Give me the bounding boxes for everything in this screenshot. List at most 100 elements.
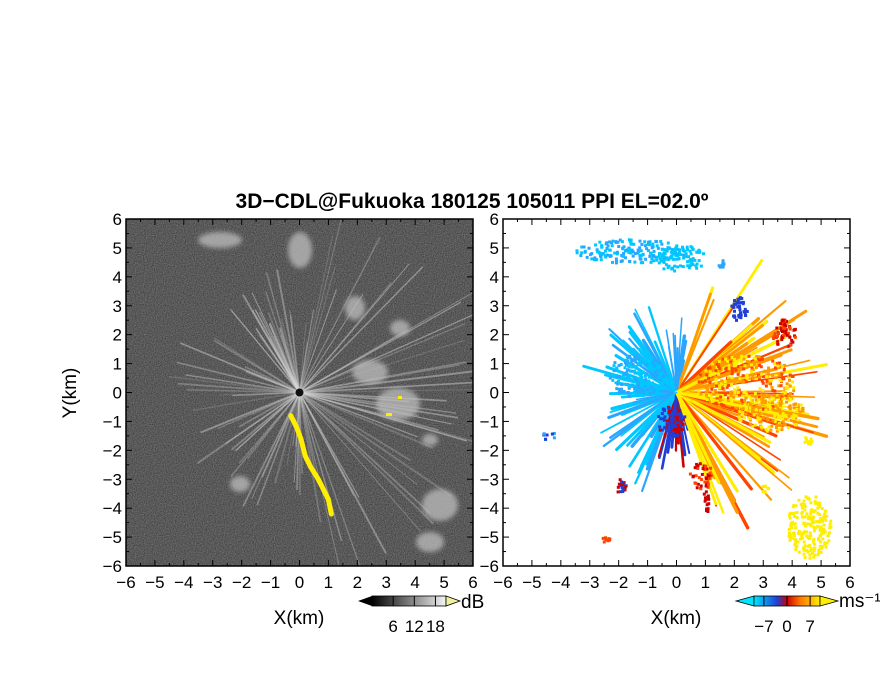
velocity-pixel [630, 242, 634, 246]
velocity-pixel [632, 242, 636, 246]
velocity-pixel [738, 377, 742, 381]
velocity-pixel [785, 396, 789, 400]
velocity-pixel [654, 376, 658, 380]
velocity-pixel [765, 429, 769, 433]
velocity-pixel [739, 316, 743, 320]
velocity-pixel [710, 383, 714, 387]
velocity-pixel [677, 409, 681, 413]
velocity-pixel [704, 393, 708, 397]
velocity-pixel [776, 342, 780, 346]
reflectivity-ray [299, 322, 307, 393]
velocity-pixel [770, 424, 774, 428]
velocity-pixel [818, 513, 822, 517]
velocity-pixel [695, 486, 699, 490]
velocity-pixel [683, 415, 687, 419]
velocity-pixel [644, 378, 648, 382]
velocity-pixel [616, 490, 620, 494]
velocity-pixel [615, 387, 619, 391]
velocity-pixel [627, 386, 631, 390]
velocity-pixel [781, 393, 785, 397]
velocity-pixel [659, 239, 663, 243]
velocity-pixel [773, 420, 777, 424]
velocity-pixel [813, 500, 817, 504]
x-tick-label: −6 [493, 573, 512, 592]
x-tick-label: −1 [638, 573, 657, 592]
velocity-ray [675, 298, 715, 394]
velocity-pixel [777, 373, 781, 377]
velocity-pixel [663, 415, 667, 419]
velocity-pixel [616, 382, 620, 386]
velocity-pixel [755, 404, 759, 408]
velocity-pixel [805, 549, 809, 553]
velocity-pixel [715, 392, 719, 396]
velocity-pixel [820, 532, 824, 536]
velocity-pixel [747, 354, 751, 358]
velocity-pixel [673, 269, 677, 273]
velocity-pixel [745, 392, 749, 396]
velocity-pixel [660, 428, 664, 432]
velocity-pixel [628, 247, 632, 251]
velocity-pixel [779, 326, 783, 330]
velocity-pixel [784, 386, 788, 390]
velocity-pixel [721, 396, 725, 400]
velocity-pixel [715, 362, 719, 366]
velocity-pixel [751, 372, 755, 376]
velocity-pixel [595, 248, 599, 252]
velocity-pixel [780, 338, 784, 342]
velocity-pixel [758, 411, 762, 415]
velocity-pixel [758, 358, 762, 362]
velocity-pixel [652, 253, 656, 257]
velocity-pixel [789, 343, 793, 347]
velocity-pixel [812, 555, 816, 559]
velocity-pixel [735, 377, 739, 381]
velocity-pixel [707, 502, 711, 506]
reflectivity-ray [299, 391, 434, 449]
reflectivity-ray [292, 392, 301, 446]
x-tick-label: 5 [816, 573, 825, 592]
velocity-pixel [761, 388, 765, 392]
velocity-pixel [704, 497, 708, 501]
reflectivity-ray [298, 391, 453, 498]
y-tick-label: 6 [490, 210, 499, 229]
velocity-pixel [811, 540, 815, 544]
velocity-pixel [756, 373, 760, 377]
velocity-pixel [806, 522, 810, 526]
velocity-pixel [699, 487, 703, 491]
velocity-pixel [650, 257, 654, 261]
velocity-pixel [695, 250, 699, 254]
velocity-pixel [773, 389, 777, 393]
velocity-pixel [768, 399, 772, 403]
velocity-pixel [808, 556, 812, 560]
reflectivity-ray [299, 263, 410, 393]
velocity-pixel [824, 545, 828, 549]
velocity-pixel [705, 507, 709, 511]
velocity-pixel [737, 413, 741, 417]
velocity-pixel [767, 425, 771, 429]
velocity-pixel [639, 261, 643, 265]
velocity-pixel [665, 257, 669, 261]
velocity-pixel [681, 247, 685, 251]
velocity-pixel [792, 534, 796, 538]
velocity-pixel [664, 428, 668, 432]
velocity-pixel [604, 249, 608, 253]
velocity-pixel [775, 326, 779, 330]
velocity-pixel [797, 498, 801, 502]
velocity-pixel [777, 362, 781, 366]
velocity-pixel [816, 524, 820, 528]
velocity-pixel [608, 240, 612, 244]
velocity-pixel [766, 418, 770, 422]
velocity-pixel [807, 442, 811, 446]
velocity-pixel [649, 260, 653, 264]
velocity-pixel [688, 249, 692, 253]
velocity-pixel [797, 550, 801, 554]
velocity-pixel [649, 388, 653, 392]
velocity-pixel [741, 407, 745, 411]
reflectivity-ray [299, 314, 473, 394]
velocity-pixel [671, 430, 675, 434]
velocity-pixel [704, 484, 708, 488]
velocity-pixel [743, 416, 747, 420]
reflectivity-ray [177, 382, 300, 394]
velocity-pixel [809, 439, 813, 443]
